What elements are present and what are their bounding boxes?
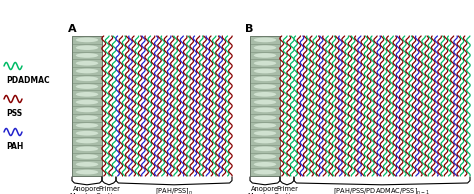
- Ellipse shape: [254, 146, 276, 151]
- Ellipse shape: [254, 61, 276, 66]
- Ellipse shape: [76, 100, 98, 104]
- Bar: [250, 36, 280, 176]
- Text: [PAH/PSS/PDADMAC/PSS]$_{n-1}$
-[PAH/PSS]$_n$: [PAH/PSS/PDADMAC/PSS]$_{n-1}$ -[PAH/PSS]…: [334, 186, 430, 194]
- Ellipse shape: [254, 53, 276, 58]
- Bar: [72, 36, 102, 176]
- Ellipse shape: [254, 154, 276, 159]
- Ellipse shape: [76, 53, 98, 58]
- Ellipse shape: [76, 131, 98, 136]
- Ellipse shape: [76, 76, 98, 81]
- Text: [PAH/PSS]$_n$: [PAH/PSS]$_n$: [155, 186, 193, 194]
- Ellipse shape: [254, 92, 276, 97]
- Text: Primer
Coating: Primer Coating: [96, 186, 122, 194]
- Ellipse shape: [76, 139, 98, 143]
- Bar: [72, 36, 102, 176]
- Ellipse shape: [254, 38, 276, 42]
- Text: A: A: [68, 24, 77, 34]
- Text: Anopore
Membrane: Anopore Membrane: [69, 186, 105, 194]
- Ellipse shape: [76, 115, 98, 120]
- Text: Primer
Coating: Primer Coating: [274, 186, 300, 194]
- Ellipse shape: [76, 123, 98, 128]
- Ellipse shape: [254, 170, 276, 174]
- Ellipse shape: [254, 123, 276, 128]
- Ellipse shape: [76, 92, 98, 97]
- Ellipse shape: [254, 69, 276, 73]
- Text: Anopore
Membrane: Anopore Membrane: [247, 186, 283, 194]
- Ellipse shape: [76, 154, 98, 159]
- Ellipse shape: [76, 162, 98, 167]
- Bar: [250, 36, 280, 176]
- Ellipse shape: [254, 115, 276, 120]
- Ellipse shape: [76, 170, 98, 174]
- Ellipse shape: [76, 69, 98, 73]
- Ellipse shape: [254, 100, 276, 104]
- Ellipse shape: [254, 84, 276, 89]
- Ellipse shape: [76, 45, 98, 50]
- Ellipse shape: [76, 61, 98, 66]
- Text: PSS: PSS: [6, 109, 22, 118]
- Text: B: B: [245, 24, 254, 34]
- Ellipse shape: [254, 76, 276, 81]
- Ellipse shape: [76, 146, 98, 151]
- Ellipse shape: [254, 139, 276, 143]
- Ellipse shape: [254, 107, 276, 112]
- Text: PDADMAC: PDADMAC: [6, 76, 50, 85]
- Ellipse shape: [254, 45, 276, 50]
- Ellipse shape: [254, 131, 276, 136]
- Ellipse shape: [254, 162, 276, 167]
- Ellipse shape: [76, 84, 98, 89]
- Ellipse shape: [76, 38, 98, 42]
- Ellipse shape: [76, 107, 98, 112]
- Text: PAH: PAH: [6, 142, 23, 151]
